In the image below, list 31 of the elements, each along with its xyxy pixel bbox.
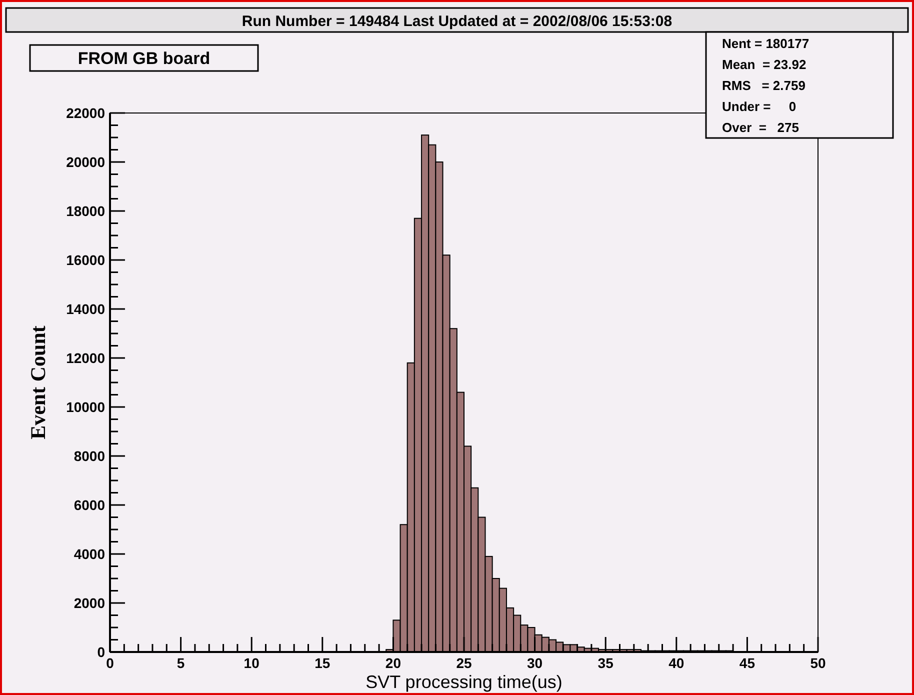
y-tick-label: 18000 — [66, 203, 106, 219]
y-tick-label: 20000 — [66, 154, 106, 170]
y-tick-label: 12000 — [66, 350, 106, 366]
x-tick-label: 30 — [527, 655, 543, 671]
y-tick-label: 10000 — [66, 399, 106, 415]
text: RMS = 2.759 — [722, 78, 806, 93]
y-axis-title: Event Count — [26, 326, 50, 440]
y-tick-label: 0 — [97, 644, 106, 660]
x-tick-label: 20 — [385, 655, 402, 671]
x-tick-label: 35 — [598, 655, 614, 671]
x-tick-label: 25 — [456, 655, 472, 671]
y-tick-label: 16000 — [66, 252, 106, 268]
x-tick-label: 40 — [668, 655, 684, 671]
y-tick-label: 6000 — [74, 497, 106, 513]
text: Mean = 23.92 — [722, 57, 806, 72]
y-tick-label: 2000 — [74, 595, 106, 611]
x-tick-label: 5 — [176, 655, 185, 671]
x-tick-label: 10 — [244, 655, 260, 671]
y-tick-label: 22000 — [66, 105, 106, 121]
chart-subtitle: FROM GB board — [78, 49, 210, 68]
text: Nent = 180177 — [722, 36, 810, 51]
y-tick-label: 4000 — [74, 546, 106, 562]
y-tick-label: 14000 — [66, 301, 106, 317]
annotation: Under = 0 — [722, 99, 796, 114]
x-axis-title: SVT processing time(us) — [366, 672, 562, 692]
annotation: Over = 275 — [722, 120, 799, 135]
x-tick-label: 45 — [739, 655, 756, 671]
x-tick-label: 15 — [314, 655, 330, 671]
y-tick-label: 8000 — [74, 448, 106, 464]
chart-title: Run Number = 149484 Last Updated at = 2002/08/06 15:53:08 — [242, 13, 672, 30]
x-tick-label: 50 — [810, 655, 826, 671]
